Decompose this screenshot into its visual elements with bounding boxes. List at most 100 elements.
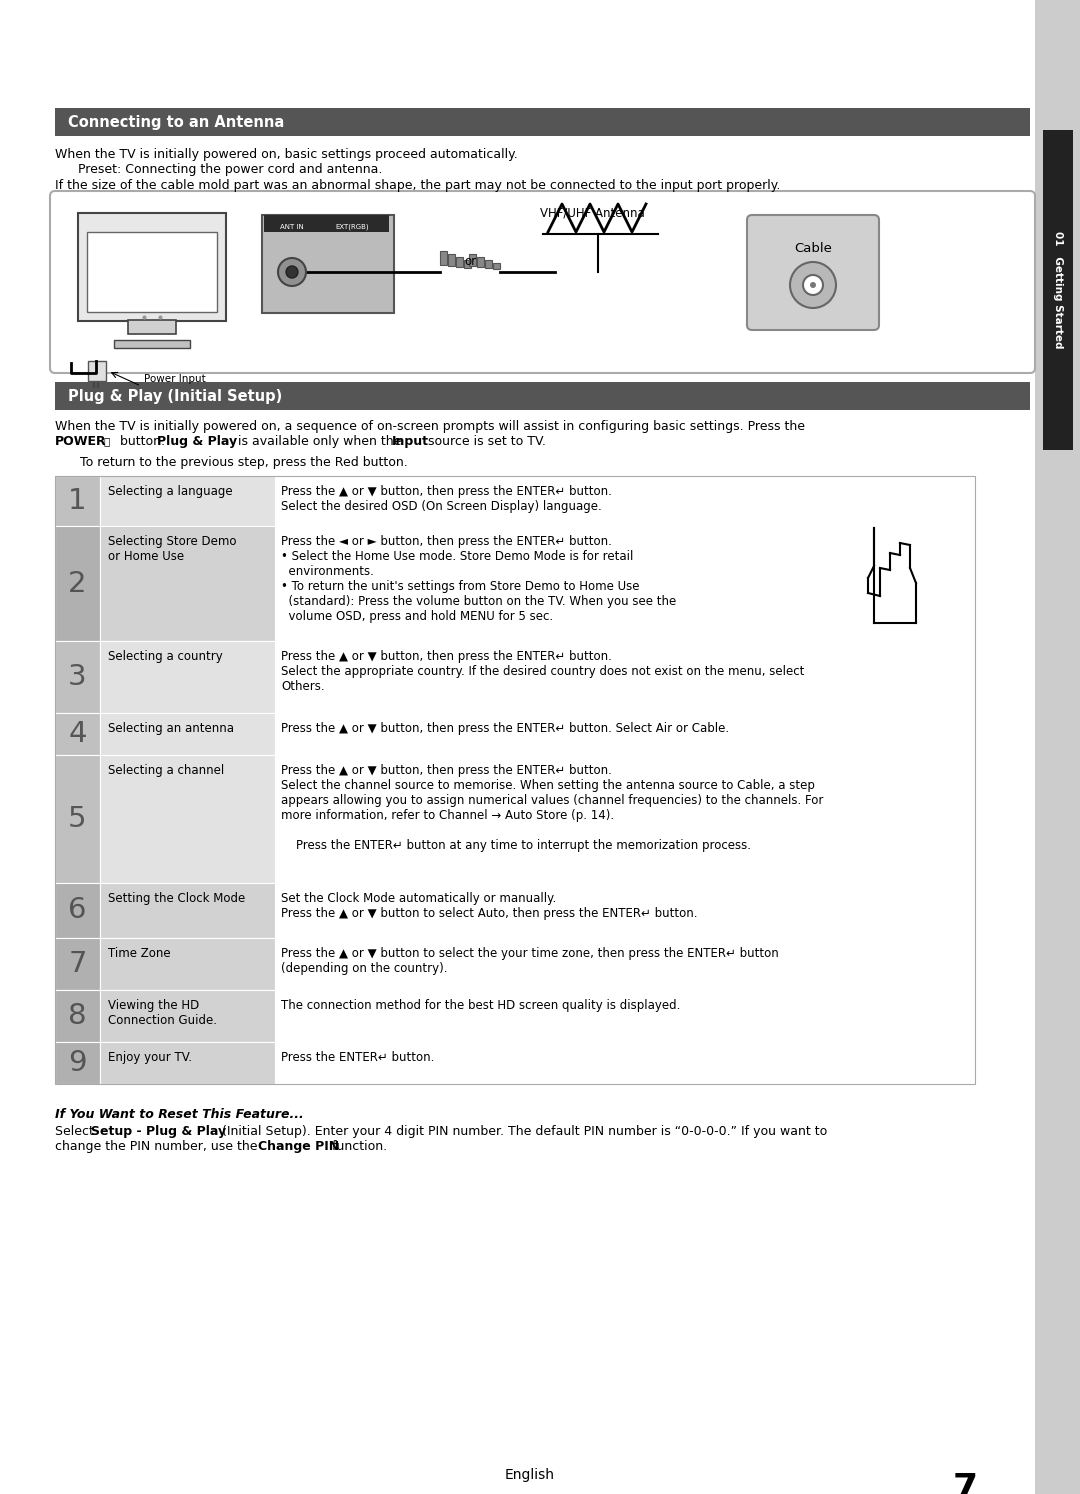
Text: Selecting a channel: Selecting a channel <box>108 763 225 777</box>
Text: Set the Clock Mode automatically or manually.
Press the ▲ or ▼ button to select : Set the Clock Mode automatically or manu… <box>281 892 698 920</box>
Bar <box>262 215 394 314</box>
Text: ANT IN: ANT IN <box>280 224 303 230</box>
Text: Plug & Play: Plug & Play <box>157 435 238 448</box>
Text: POWER: POWER <box>55 435 107 448</box>
Text: Press the ▲ or ▼ button to select the your time zone, then press the ENTER↵ butt: Press the ▲ or ▼ button to select the yo… <box>281 947 779 976</box>
Text: 8: 8 <box>68 1002 86 1029</box>
Bar <box>100 938 275 991</box>
Text: 9: 9 <box>68 1049 86 1077</box>
Bar <box>275 1041 975 1085</box>
Bar <box>55 108 1030 136</box>
Circle shape <box>278 258 306 285</box>
Text: Selecting an antenna: Selecting an antenna <box>108 722 234 735</box>
Text: Press the ▲ or ▼ button, then press the ENTER↵ button.
Select the appropriate co: Press the ▲ or ▼ button, then press the … <box>281 650 805 693</box>
Bar <box>100 641 275 713</box>
Text: Selecting a language: Selecting a language <box>108 486 232 498</box>
Text: 5: 5 <box>68 805 86 834</box>
Text: Enjoy your TV.: Enjoy your TV. <box>108 1050 192 1064</box>
Text: EXT(RGB): EXT(RGB) <box>335 224 368 230</box>
Bar <box>87 232 217 312</box>
Text: Press the ▲ or ▼ button, then press the ENTER↵ button. Select Air or Cable.: Press the ▲ or ▼ button, then press the … <box>281 722 729 735</box>
Bar <box>485 260 492 267</box>
Text: When the TV is initially powered on, a sequence of on-screen prompts will assist: When the TV is initially powered on, a s… <box>55 420 805 433</box>
Text: Selecting Store Demo
or Home Use: Selecting Store Demo or Home Use <box>108 535 237 563</box>
Text: 4: 4 <box>68 720 86 748</box>
Bar <box>477 257 484 267</box>
Text: The connection method for the best HD screen quality is displayed.: The connection method for the best HD sc… <box>281 999 680 1011</box>
Text: Press the ▲ or ▼ button, then press the ENTER↵ button.
Select the desired OSD (O: Press the ▲ or ▼ button, then press the … <box>281 486 612 512</box>
Bar <box>129 320 176 335</box>
Text: English: English <box>505 1469 555 1482</box>
Bar <box>464 260 471 267</box>
Bar <box>55 991 100 1041</box>
Text: Viewing the HD
Connection Guide.: Viewing the HD Connection Guide. <box>108 999 217 1026</box>
Text: Press the ENTER↵ button.: Press the ENTER↵ button. <box>281 1050 434 1064</box>
Text: (Initial Setup). Enter your 4 digit PIN number. The default PIN number is “0-0-0: (Initial Setup). Enter your 4 digit PIN … <box>218 1125 827 1138</box>
Bar <box>55 1041 100 1085</box>
Bar <box>100 991 275 1041</box>
Bar <box>448 254 455 266</box>
Text: ⏻: ⏻ <box>103 436 109 447</box>
Text: Press the ◄ or ► button, then press the ENTER↵ button.
• Select the Home Use mod: Press the ◄ or ► button, then press the … <box>281 535 676 623</box>
Text: 1: 1 <box>68 487 86 515</box>
Bar <box>55 938 100 991</box>
Circle shape <box>789 261 836 308</box>
Bar <box>100 1041 275 1085</box>
Text: Setup - Plug & Play: Setup - Plug & Play <box>91 1125 226 1138</box>
Bar <box>100 713 275 754</box>
Text: 6: 6 <box>68 896 86 925</box>
Bar <box>55 713 100 754</box>
Text: If the size of the cable mold part was an abnormal shape, the part may not be co: If the size of the cable mold part was a… <box>55 179 781 193</box>
Bar <box>55 754 100 883</box>
Bar <box>55 382 1030 409</box>
Bar <box>55 526 100 641</box>
Text: Plug & Play (Initial Setup): Plug & Play (Initial Setup) <box>68 388 282 403</box>
Text: Time Zone: Time Zone <box>108 947 171 961</box>
Bar <box>492 263 500 269</box>
Bar <box>469 254 476 266</box>
Text: To return to the previous step, press the Red button.: To return to the previous step, press th… <box>80 456 408 469</box>
Bar <box>275 883 975 938</box>
Text: Cable: Cable <box>794 242 832 255</box>
Bar <box>1035 0 1080 1494</box>
Text: change the PIN number, use the: change the PIN number, use the <box>55 1140 261 1153</box>
Circle shape <box>286 266 298 278</box>
Bar <box>264 215 389 232</box>
Bar <box>275 641 975 713</box>
Bar <box>55 641 100 713</box>
Text: is available only when the: is available only when the <box>234 435 405 448</box>
Bar <box>100 883 275 938</box>
Bar <box>55 477 975 1085</box>
Text: Preset: Connecting the power cord and antenna.: Preset: Connecting the power cord and an… <box>78 163 382 176</box>
Bar <box>456 257 463 267</box>
Bar <box>275 713 975 754</box>
Text: 7: 7 <box>68 950 86 979</box>
Text: Press the ▲ or ▼ button, then press the ENTER↵ button.
Select the channel source: Press the ▲ or ▼ button, then press the … <box>281 763 823 852</box>
Text: 2: 2 <box>68 569 86 598</box>
Bar <box>1043 130 1074 450</box>
FancyBboxPatch shape <box>50 191 1035 374</box>
Text: If You Want to Reset This Feature...: If You Want to Reset This Feature... <box>55 1109 303 1120</box>
FancyBboxPatch shape <box>747 215 879 330</box>
Text: 7: 7 <box>953 1472 978 1494</box>
Text: Connecting to an Antenna: Connecting to an Antenna <box>68 115 284 130</box>
Text: Power Input: Power Input <box>144 374 206 384</box>
Text: 01   Getting Started: 01 Getting Started <box>1053 232 1063 348</box>
Bar <box>100 477 275 526</box>
Bar <box>78 214 226 321</box>
Bar <box>87 362 106 381</box>
Text: function.: function. <box>328 1140 387 1153</box>
Circle shape <box>804 275 823 294</box>
Bar <box>275 991 975 1041</box>
Circle shape <box>810 282 816 288</box>
Text: When the TV is initially powered on, basic settings proceed automatically.: When the TV is initially powered on, bas… <box>55 148 517 161</box>
Bar <box>114 341 190 348</box>
Text: source is set to TV.: source is set to TV. <box>424 435 545 448</box>
Bar <box>440 251 447 264</box>
Text: button.: button. <box>116 435 168 448</box>
Bar <box>275 477 975 526</box>
Text: Input: Input <box>392 435 429 448</box>
Text: Selecting a country: Selecting a country <box>108 650 222 663</box>
Bar <box>55 883 100 938</box>
Text: 3: 3 <box>68 663 86 692</box>
